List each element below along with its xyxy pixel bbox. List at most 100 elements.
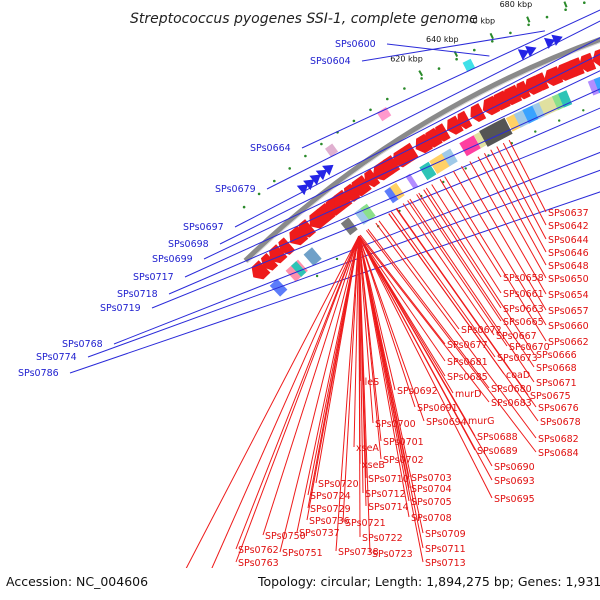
reverse-leader-line [358, 235, 490, 403]
cog-feature-block [389, 182, 405, 200]
reverse-gene-label: SPs0720 [318, 479, 359, 490]
reverse-gene-label: SPs0736 [309, 516, 350, 527]
reverse-gene-label: SPs0668 [536, 363, 577, 374]
reverse-gene-label: SPs0703 [411, 473, 452, 484]
cog-feature-block [303, 247, 322, 266]
ruler-major-tick [563, 1, 568, 8]
reverse-gene-label: SPs0689 [477, 446, 518, 457]
forward-gene-label: SPs0600 [335, 39, 376, 50]
reverse-gene-label: SPs0675 [530, 391, 571, 402]
ruler-minor-dot [386, 97, 389, 101]
reverse-leader-line [335, 236, 360, 552]
reverse-gene-label: SPs0672 [461, 325, 502, 336]
reverse-gene-label: SPs0650 [548, 274, 589, 285]
reverse-gene-label: SPs0724 [310, 491, 351, 502]
reverse-gene-label: SPs0693 [494, 476, 535, 487]
inner-minor-dot [534, 130, 537, 133]
reverse-gene-label: SPs0682 [538, 434, 579, 445]
topology-text: Topology: circular; Length: 1,894,275 bp… [257, 574, 600, 589]
forward-gene-label: SPs0717 [133, 272, 174, 283]
reverse-leader-line [175, 235, 360, 589]
forward-gene-arrow [525, 46, 537, 57]
forward-gene-arrow [544, 37, 556, 49]
reverse-gene-label: SPs0665 [503, 317, 544, 328]
reverse-leader-line [418, 192, 535, 368]
forward-gene-label: SPs0679 [215, 184, 256, 195]
ruler-major-tick [489, 32, 494, 40]
reverse-leader-line [416, 194, 502, 322]
forward-gene-label: SPs0698 [168, 239, 209, 250]
reverse-leader-line [279, 235, 360, 553]
reverse-leader-line [378, 220, 460, 330]
reverse-gene-label: SPs0751 [282, 548, 323, 559]
forward-gene-label: SPs0768 [62, 339, 103, 350]
ruler-tick-label: 680 kbp [500, 0, 533, 9]
reverse-gene-arrow [567, 57, 585, 77]
ruler-minor-dot [320, 142, 323, 146]
forward-gene-label: SPs0697 [183, 222, 224, 233]
forward-gene-arrow [296, 184, 309, 196]
reverse-gene-label: SPs0678 [540, 417, 581, 428]
footer-backdrop [0, 568, 600, 600]
ruler-minor-dot [473, 48, 476, 52]
reverse-gene-label: SPs0708 [411, 513, 452, 524]
genome-backbone-highlight [247, 42, 600, 264]
ruler-minor-dot [509, 31, 512, 35]
forward-gene-label: SPs0699 [152, 254, 193, 265]
reverse-gene-label: SPs0654 [548, 290, 589, 301]
forward-leader-line [87, 169, 600, 358]
reverse-gene-label: SPs0714 [368, 502, 409, 513]
forward-leader-line [184, 88, 600, 278]
outer-feature-block [462, 58, 476, 72]
cog-feature-block [291, 261, 307, 277]
reverse-leader-line [358, 235, 425, 422]
reverse-leader-line [452, 170, 547, 326]
reverse-gene-label: SPs0688 [477, 432, 518, 443]
reverse-leader-line [358, 236, 424, 563]
ruler-minor-dot [242, 205, 246, 209]
forward-leader-line [69, 191, 600, 374]
reverse-leader-line [358, 235, 467, 421]
ruler-minor-dot [455, 57, 458, 61]
forward-gene-labels: SPs0600 SPs0604 SPs0664 SPs0679 SPs0697 SPs06… [18, 39, 376, 379]
backbone-layer [243, 37, 600, 264]
reverse-gene-label: SPs0637 [548, 208, 589, 219]
ruler-tick-label: 620 kbp [390, 54, 423, 63]
reverse-leader-line [203, 235, 360, 587]
reverse-gene-label: SPs0695 [494, 494, 535, 505]
reverse-leader-line [439, 179, 502, 278]
reverse-gene-label: SPs0646 [548, 248, 589, 259]
reverse-leader-line [367, 228, 490, 389]
reverse-gene-label: SPs0657 [548, 306, 589, 317]
reverse-gene-arrow [447, 115, 464, 135]
reverse-gene-label: SPs0673 [497, 353, 538, 364]
forward-gene-arrow [303, 179, 315, 191]
reverse-gene-label: xseB [362, 460, 385, 471]
reverse-gene-label: SPs0685 [447, 372, 488, 383]
reverse-leader-line [358, 236, 371, 554]
forward-leader-line [168, 107, 600, 295]
ruler-minor-dot [437, 67, 441, 70]
reverse-gene-arrow [592, 49, 600, 67]
forward-gene-label: SPs0719 [100, 303, 141, 314]
reverse-leader-line [490, 149, 547, 253]
reverse-gene-label: SPs0683 [491, 398, 532, 409]
ruler-minor-dot [545, 15, 549, 19]
reverse-leader-line [366, 229, 537, 453]
reverse-gene-label: ileS [362, 377, 379, 388]
reverse-leader-line [461, 166, 547, 311]
reverse-leader-line [508, 139, 547, 213]
reverse-gene-label: SPs0711 [425, 544, 466, 555]
reverse-leader-line [235, 235, 360, 563]
reverse-gene-label: SPs0648 [548, 261, 589, 272]
reverse-gene-label: SPs0712 [365, 489, 406, 500]
ruler-minor-dot [369, 108, 372, 112]
reverse-leader-line [306, 236, 360, 521]
reverse-gene-label: SPs0666 [536, 350, 577, 361]
reverse-gene-label: SPs0763 [238, 558, 279, 569]
reverse-gene-label: SPs0705 [411, 497, 452, 508]
reverse-leader-line [358, 235, 446, 362]
forward-gene-arrow [322, 164, 334, 176]
reverse-gene-label: SPs0681 [447, 357, 488, 368]
